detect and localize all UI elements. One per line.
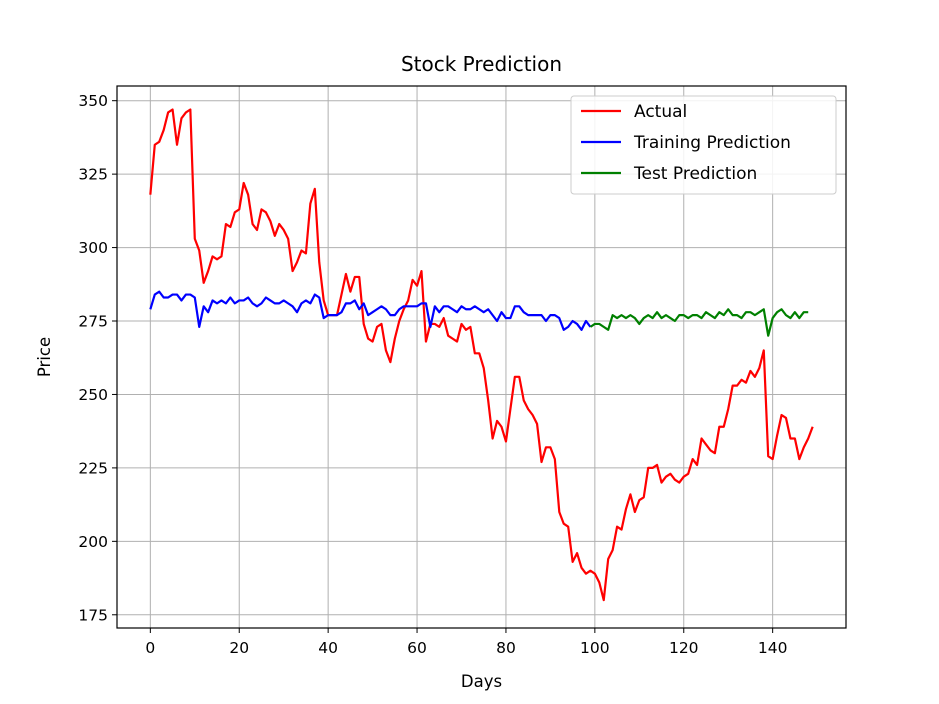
- legend: Actual Training Prediction Test Prediction: [570, 95, 837, 195]
- y-tick-label: 275: [78, 313, 108, 331]
- y-tick-label: 250: [78, 386, 108, 404]
- x-tick-label: 140: [758, 639, 788, 657]
- y-tick-label: 325: [78, 166, 108, 184]
- x-tick-label: 40: [318, 639, 338, 657]
- legend-box: [570, 95, 837, 195]
- x-tick-label: 100: [580, 639, 610, 657]
- chart-title: Stock Prediction: [401, 52, 562, 76]
- actual-legend-label: Actual: [634, 102, 687, 122]
- actual-series-line: [149, 108, 814, 602]
- y-axis-label: Price: [35, 337, 54, 377]
- y-axis: 175 200 225 250 275 300 325 350: [78, 92, 117, 624]
- training-prediction-legend-label: Training Prediction: [633, 133, 791, 153]
- x-tick-label: 120: [669, 639, 699, 657]
- y-tick-label: 350: [78, 92, 108, 110]
- test-prediction-series-line: [589, 308, 809, 337]
- test-prediction-legend-label: Test Prediction: [633, 164, 757, 184]
- x-tick-label: 80: [496, 639, 516, 657]
- x-tick-label: 0: [145, 639, 155, 657]
- y-tick-label: 300: [78, 239, 108, 257]
- series-layer: [149, 108, 814, 602]
- plot-frame: [116, 85, 847, 629]
- x-tick-label: 60: [407, 639, 427, 657]
- y-tick-label: 225: [78, 459, 108, 477]
- training-prediction-series-line: [149, 290, 592, 331]
- x-axis: 0 20 40 60 80 100 120 140: [145, 628, 787, 657]
- x-axis-label: Days: [461, 672, 502, 691]
- x-tick-label: 20: [229, 639, 249, 657]
- y-tick-label: 175: [78, 606, 108, 624]
- y-tick-label: 200: [78, 533, 108, 551]
